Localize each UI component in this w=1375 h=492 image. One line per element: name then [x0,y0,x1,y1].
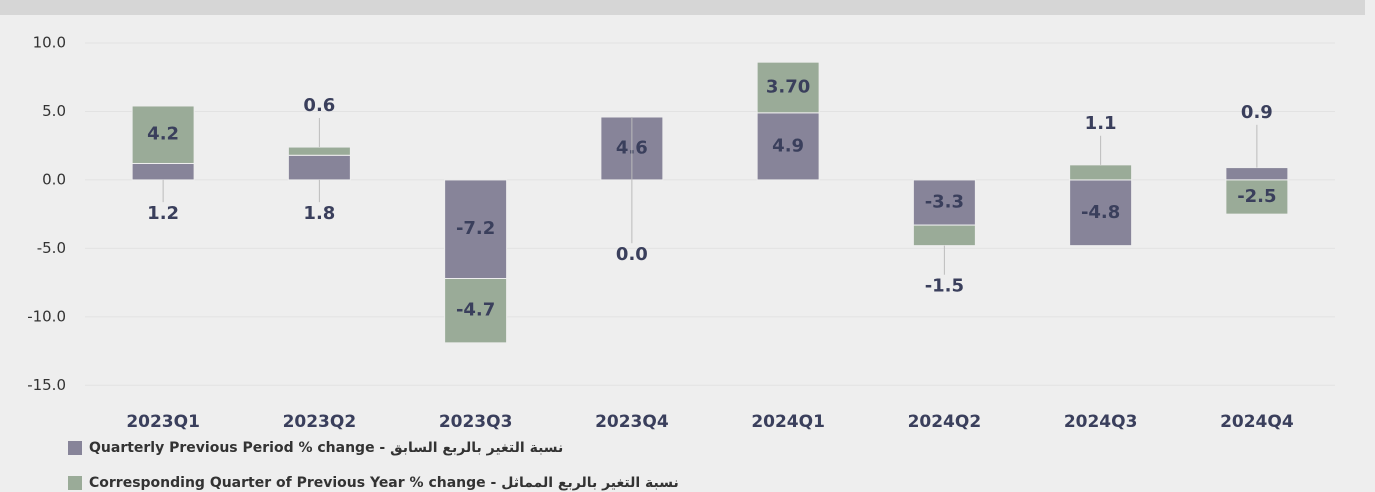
bar-segment [912,224,976,247]
x-tick-label: 2023Q3 [439,412,513,432]
bar-segment [287,154,351,181]
legend-label: Corresponding Quarter of Previous Year %… [89,475,679,491]
bar-segment [1069,164,1133,181]
value-label: -4.7 [456,300,495,321]
x-tick-label: 2023Q1 [126,412,200,432]
y-tick-label: 10.0 [33,33,66,51]
bar-segment [131,162,195,181]
y-tick-label: 0.0 [42,170,66,188]
x-tick-label: 2024Q1 [751,412,825,432]
value-label: 1.2 [147,203,179,224]
legend-label: Quarterly Previous Period % change - نسب… [89,440,563,456]
value-label: -3.3 [925,192,964,213]
y-tick-label: -15.0 [27,376,66,394]
value-label: 4.2 [147,124,179,145]
bar-segment [1225,179,1289,215]
bar-segment [756,112,820,181]
value-label: 1.1 [1085,113,1117,134]
legend-swatch [68,476,82,490]
x-tick-label: 2024Q3 [1064,412,1138,432]
legend-swatch [68,441,82,455]
x-tick-label: 2024Q4 [1220,412,1294,432]
value-label: 0.9 [1241,102,1273,123]
bar-segment [444,278,508,344]
x-tick-label: 2024Q2 [908,412,982,432]
value-label: -7.2 [456,218,495,239]
bar-segment [131,105,195,164]
header-bar [0,0,1365,15]
y-tick-label: 5.0 [42,102,66,120]
value-label: -2.5 [1237,186,1276,207]
value-label: 1.8 [303,203,335,224]
x-tick-label: 2023Q4 [595,412,669,432]
y-tick-label: -5.0 [37,239,66,257]
value-label: 3.70 [766,76,810,97]
bar-segment [756,61,820,114]
value-label: 0.6 [303,95,335,116]
value-label: -1.5 [925,276,964,297]
bar-segment [1069,179,1133,247]
value-label: 0.0 [616,244,648,265]
value-label: 4.9 [772,135,804,156]
y-tick-label: -10.0 [27,307,66,325]
bar-segment [1225,167,1289,181]
value-label: -4.8 [1081,202,1120,223]
x-tick-label: 2023Q2 [283,412,357,432]
bar-segment [287,146,351,156]
bar-segment [912,179,976,226]
